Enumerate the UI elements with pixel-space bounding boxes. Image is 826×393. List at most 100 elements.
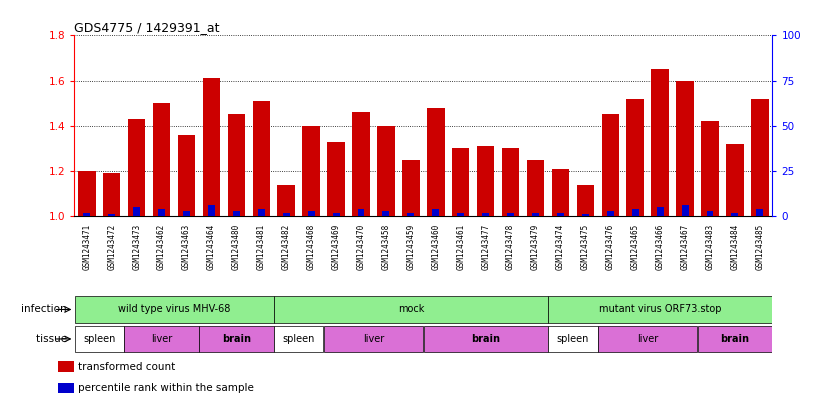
Bar <box>657 207 663 216</box>
Text: spleen: spleen <box>282 334 315 344</box>
Bar <box>757 209 763 216</box>
Bar <box>302 126 320 216</box>
Bar <box>74 326 124 352</box>
Text: wild type virus MHV-68: wild type virus MHV-68 <box>118 305 230 314</box>
Text: mutant virus ORF73.stop: mutant virus ORF73.stop <box>599 305 721 314</box>
Bar <box>358 209 364 216</box>
Bar <box>751 99 768 216</box>
Bar <box>701 121 719 216</box>
Bar <box>452 148 469 216</box>
Bar <box>202 78 221 216</box>
Bar <box>477 146 495 216</box>
Text: spleen: spleen <box>83 334 116 344</box>
Bar <box>601 114 619 216</box>
Text: GSM1243473: GSM1243473 <box>132 224 141 270</box>
Text: GSM1243484: GSM1243484 <box>730 224 739 270</box>
Bar <box>382 211 389 216</box>
Text: GSM1243476: GSM1243476 <box>605 224 615 270</box>
Text: GSM1243464: GSM1243464 <box>207 224 216 270</box>
Text: GSM1243467: GSM1243467 <box>681 224 690 270</box>
Bar <box>502 148 520 216</box>
Bar <box>333 213 339 216</box>
Text: infection: infection <box>21 305 70 314</box>
Bar <box>458 213 464 216</box>
Text: GSM1243479: GSM1243479 <box>531 224 540 270</box>
Bar <box>632 209 638 216</box>
Text: GSM1243463: GSM1243463 <box>182 224 191 270</box>
Text: tissue: tissue <box>36 334 70 344</box>
Bar <box>158 209 165 216</box>
Bar <box>598 326 697 352</box>
Text: GSM1243475: GSM1243475 <box>581 224 590 270</box>
Text: percentile rank within the sample: percentile rank within the sample <box>78 383 254 393</box>
Bar <box>108 214 115 216</box>
Text: GSM1243458: GSM1243458 <box>382 224 391 270</box>
Text: GSM1243477: GSM1243477 <box>481 224 490 270</box>
Bar <box>726 144 743 216</box>
Bar <box>327 141 344 216</box>
Text: GDS4775 / 1429391_at: GDS4775 / 1429391_at <box>74 21 220 34</box>
Text: GSM1243469: GSM1243469 <box>331 224 340 270</box>
Bar <box>178 135 195 216</box>
Bar <box>352 112 370 216</box>
Bar <box>548 326 597 352</box>
Bar <box>282 213 290 216</box>
Text: liver: liver <box>363 334 384 344</box>
Bar <box>258 209 265 216</box>
Text: GSM1243460: GSM1243460 <box>431 224 440 270</box>
Bar <box>307 211 315 216</box>
Text: mock: mock <box>397 305 424 314</box>
Bar <box>183 211 190 216</box>
Text: GSM1243480: GSM1243480 <box>232 224 241 270</box>
Bar <box>482 213 489 216</box>
Bar <box>233 211 240 216</box>
Text: GSM1243472: GSM1243472 <box>107 224 116 270</box>
Bar <box>557 213 564 216</box>
Text: GSM1243468: GSM1243468 <box>306 224 316 270</box>
Text: GSM1243481: GSM1243481 <box>257 224 266 270</box>
Bar <box>577 185 594 216</box>
Bar <box>626 99 644 216</box>
Bar <box>199 326 273 352</box>
Text: liver: liver <box>637 334 658 344</box>
Text: GSM1243459: GSM1243459 <box>406 224 415 270</box>
Bar <box>507 213 514 216</box>
Text: GSM1243474: GSM1243474 <box>556 224 565 270</box>
Bar <box>253 101 270 216</box>
Text: brain: brain <box>720 334 749 344</box>
Bar <box>698 326 772 352</box>
Bar <box>427 108 444 216</box>
Bar <box>103 173 121 216</box>
Bar <box>83 213 90 216</box>
Text: brain: brain <box>471 334 501 344</box>
Text: GSM1243470: GSM1243470 <box>357 224 366 270</box>
Bar <box>681 205 689 216</box>
Text: GSM1243462: GSM1243462 <box>157 224 166 270</box>
Bar <box>652 69 669 216</box>
Bar <box>706 211 714 216</box>
Text: transformed count: transformed count <box>78 362 175 372</box>
Text: brain: brain <box>222 334 251 344</box>
Bar <box>377 126 395 216</box>
Text: GSM1243478: GSM1243478 <box>506 224 515 270</box>
Bar <box>548 296 772 323</box>
Bar <box>74 296 273 323</box>
Bar <box>278 185 295 216</box>
Text: GSM1243466: GSM1243466 <box>656 224 665 270</box>
Bar <box>58 361 74 372</box>
Bar <box>582 214 589 216</box>
Bar <box>552 169 569 216</box>
Bar <box>527 160 544 216</box>
Bar <box>607 211 614 216</box>
Bar <box>732 213 738 216</box>
Bar <box>128 119 145 216</box>
Bar <box>407 213 415 216</box>
Text: GSM1243482: GSM1243482 <box>282 224 291 270</box>
Bar <box>208 205 215 216</box>
Bar <box>228 114 245 216</box>
Bar <box>676 81 694 216</box>
Bar <box>58 383 74 393</box>
Bar <box>153 103 170 216</box>
Text: GSM1243461: GSM1243461 <box>456 224 465 270</box>
Bar <box>432 209 439 216</box>
